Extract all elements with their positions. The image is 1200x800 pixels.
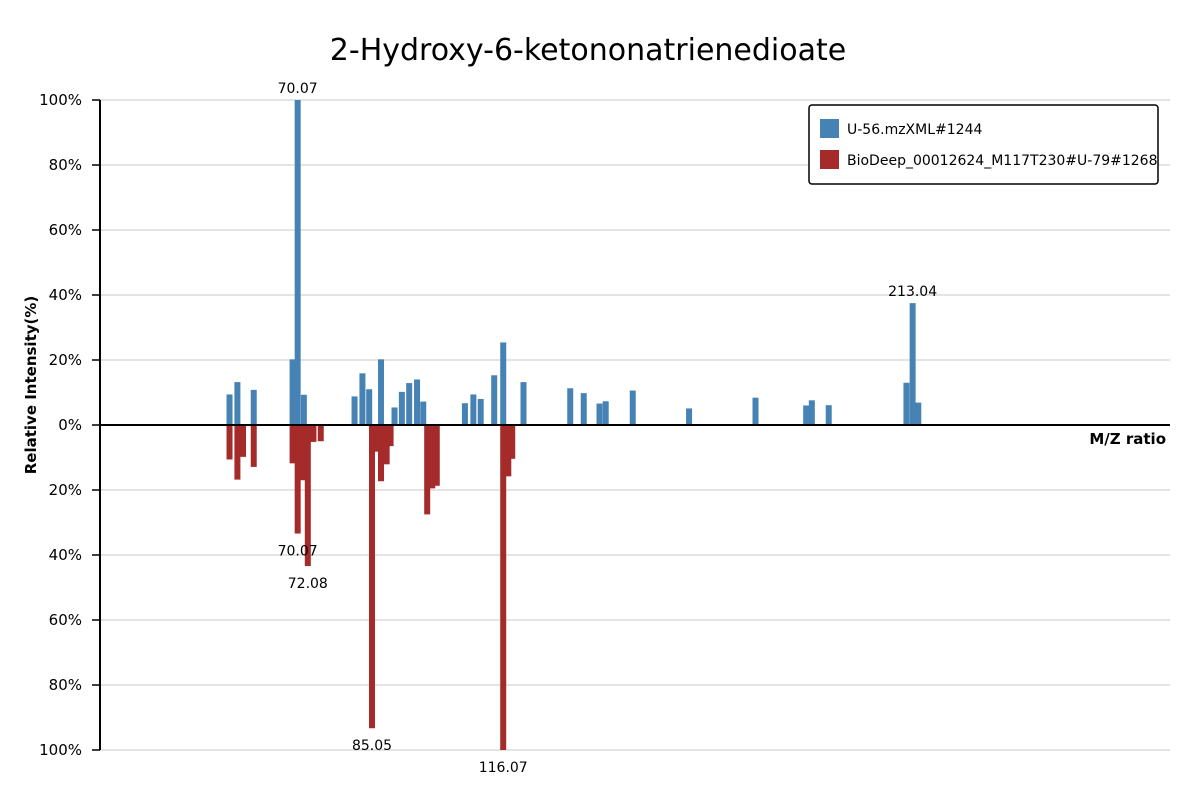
bar-series-1 [491,375,498,425]
bar-series-1 [226,394,233,425]
legend-swatch-series-2 [820,150,839,169]
bar-series-1 [234,382,241,425]
legend: U-56.mzXML#1244 BioDeep_00012624_M117T23… [808,104,1159,185]
bar-series-1 [500,342,507,425]
bar-series-2 [299,425,306,481]
y-tick-label: 20% [49,481,82,499]
legend-box [808,104,1159,185]
legend-swatch-series-1 [820,119,839,138]
legend-label-series-1: U-56.mzXML#1244 [847,122,982,138]
bar-series-1 [294,100,301,425]
bar-series-1 [414,379,421,425]
bar-series-1 [470,394,477,425]
y-tick-label: 0% [58,416,82,434]
bar-series-2 [500,425,507,750]
y-tick-label: 60% [49,611,82,629]
bar-series-1 [808,400,815,425]
peak-labels: 70.07 213.04 70.07 72.08 85.05 116.07 [278,81,938,776]
bar-series-2 [304,425,311,567]
y-tick-label: 60% [49,221,82,239]
bar-series-2 [317,425,324,442]
bar-series-2 [294,425,301,534]
bar-series-1 [909,303,916,425]
peak-label-series-2: 72.08 [288,576,328,592]
peak-label-series-1: 213.04 [888,284,937,300]
bar-series-1 [351,396,358,425]
bar-series-1 [520,382,527,425]
peak-label-series-2: 85.05 [352,738,392,754]
bar-series-1 [596,403,603,425]
legend-label-series-2: BioDeep_00012624_M117T230#U-79#1268 [847,153,1158,169]
bar-series-1 [359,373,366,425]
bar-series-1 [289,359,296,425]
bar-series-1 [366,389,373,425]
grid-lines [100,99,1170,751]
bar-series-2 [429,425,436,489]
peak-label-series-2: 70.07 [278,544,318,560]
bar-series-1 [398,391,405,425]
bar-series-2 [387,425,394,447]
bar-series-1 [406,383,413,425]
bar-series-1 [915,402,922,425]
bar-series-2 [509,425,516,459]
bar-series-2 [240,425,247,457]
y-tick-label: 40% [49,546,82,564]
bar-series-1 [825,405,832,425]
bar-series-1 [803,405,810,425]
bar-series-2 [234,425,241,480]
peak-label-series-2: 116.07 [479,760,528,776]
bar-series-2 [250,425,257,467]
bar-series-2 [310,425,317,442]
bar-series-2 [505,425,512,477]
bar-series-2 [383,425,390,465]
peak-label-series-1: 70.07 [278,81,318,97]
axes [92,99,1170,751]
bar-series-1 [686,408,693,425]
bar-series-1 [477,399,484,425]
bar-series-1 [629,390,636,425]
bar-series-1 [580,393,587,425]
y-tick-label: 80% [49,676,82,694]
bar-series-2 [374,425,381,452]
y-axis-label: Relative Intensity(%) [22,296,40,475]
bar-series-1 [752,397,759,425]
bar-series-1 [461,403,468,425]
bar-series-2 [226,425,233,460]
bars [226,100,922,750]
bar-series-2 [424,425,431,515]
bar-series-1 [903,382,910,425]
x-axis-label: M/Z ratio [1089,430,1166,448]
bar-series-1 [391,407,398,425]
bar-series-1 [300,394,307,425]
bar-series-2 [378,425,385,482]
y-tick-label: 40% [49,286,82,304]
y-tick-label: 80% [49,156,82,174]
bar-series-1 [602,401,609,425]
bar-series-1 [567,388,574,425]
y-tick-label: 20% [49,351,82,369]
chart-title: 2-Hydroxy-6-ketononatrienedioate [330,33,846,68]
bar-series-2 [433,425,440,486]
bar-series-1 [250,389,257,425]
y-tick-labels: 100% 80% 60% 40% 20% 0% 20% 40% 60% 80% 100% [39,91,82,759]
bar-series-1 [378,359,385,425]
bar-series-1 [420,401,427,425]
y-tick-label: 100% [39,91,82,109]
y-tick-label: 100% [39,741,82,759]
bar-series-2 [369,425,376,729]
bar-series-2 [289,425,296,464]
